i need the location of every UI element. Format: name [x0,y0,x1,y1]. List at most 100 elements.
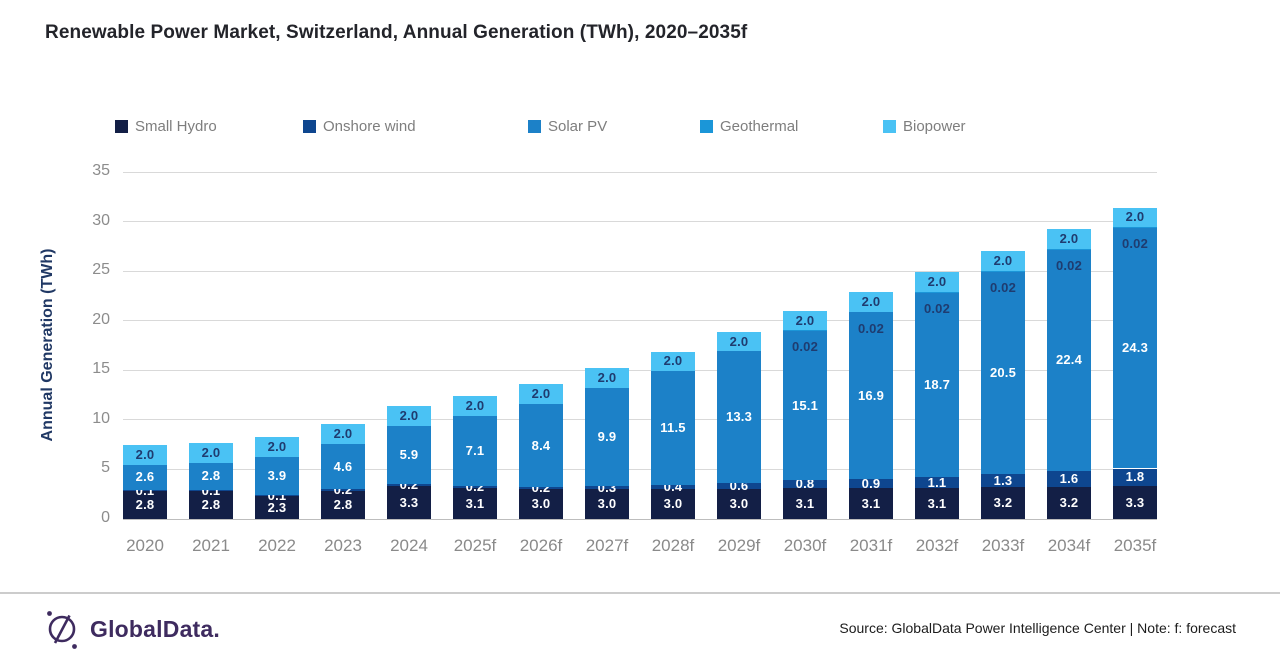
bar-segment-solar-pv [123,464,167,491]
bar-segment-small-hydro [1047,487,1091,519]
bar-segment-small-hydro [717,489,761,519]
bar-segment-biopower [915,272,959,292]
x-axis-label-2022: 2022 [258,536,296,555]
y-tick-label: 20 [92,310,110,328]
bar-segment-small-hydro [585,489,629,519]
bar-segment-small-hydro [783,488,827,519]
bar-segment-small-hydro [453,488,497,519]
bar-segment-solar-pv [981,271,1025,475]
footer-divider [0,592,1280,594]
bar-segment-small-hydro [255,496,299,519]
bar-segment-onshore-wind [1047,471,1091,488]
bar-segment-solar-pv [783,330,827,481]
legend-swatch-icon [528,119,541,133]
bar-segment-biopower [651,351,695,372]
bar-segment-biopower [1047,229,1091,250]
bar-segment-biopower [189,442,233,463]
bar-segment-solar-pv [255,456,299,496]
plot-area: 2.8 0.1 2.6 2.0 2.8 0.1 2.8 2.0 2.3 0.1 3.9 2.0 2.8 0… [123,171,1157,520]
y-tick-label: 10 [92,409,110,427]
source-note-text: Source: GlobalData Power Intelligence Ce… [839,620,1236,636]
bar-segment-solar-pv [189,462,233,491]
x-axis-label-2027f: 2027f [585,536,629,555]
bar-segment-onshore-wind [387,484,431,487]
globaldata-logo-text: GlobalData. [90,615,221,642]
bar-segment-small-hydro [651,489,695,519]
bar-segment-biopower [387,406,431,426]
bar-segment-small-hydro [519,489,563,519]
legend-label: Biopower [903,117,966,135]
x-axis-label-2030f: 2030f [783,536,827,555]
bar-2023: 2.8 0.2 4.6 2.0 [321,423,365,519]
bar-2022: 2.3 0.1 3.9 2.0 [255,436,299,519]
bar-segment-small-hydro [981,487,1025,519]
globaldata-logo-icon [47,611,77,649]
y-tick-label: 35 [92,162,110,179]
y-tick-label: 15 [92,360,110,378]
bar-segment-solar-pv [915,292,959,478]
x-axis-label-2029f: 2029f [717,536,761,555]
gridline [123,270,1157,272]
bar-2035f: 3.3 1.8 24.3 0.02 2.0 [1113,207,1157,519]
bar-segment-solar-pv [849,311,893,480]
bar-segment-biopower [585,368,629,389]
y-axis-title: Annual Generation (TWh) [39,248,56,442]
x-axis-label-2032f: 2032f [915,536,959,555]
y-tick-label: 0 [101,509,110,526]
bar-segment-small-hydro [849,488,893,519]
gridline [123,320,1157,322]
chart-title: Renewable Power Market, Switzerland, Ann… [45,22,748,43]
legend-item-biopower: Biopower [883,116,966,136]
bar-2026f: 3.0 0.2 8.4 2.0 [519,384,563,519]
x-axis-label-2023: 2023 [324,536,362,555]
bar-segment-solar-pv [585,388,629,487]
legend-item-geothermal: Geothermal [700,116,798,136]
y-tick-label: 25 [92,261,110,279]
bar-segment-small-hydro [123,491,167,519]
bar-segment-onshore-wind [123,490,167,492]
bar-segment-onshore-wind [585,486,629,490]
bar-2021: 2.8 0.1 2.8 2.0 [189,442,233,519]
chart-legend: Small Hydro Onshore wind Solar PV Geotherma… [0,116,1280,138]
bar-segment-solar-pv [651,371,695,486]
bar-segment-onshore-wind [651,485,695,490]
gridline [123,369,1157,371]
bar-segment-onshore-wind [783,480,827,489]
bar-segment-solar-pv [519,404,563,488]
bar-2024: 3.3 0.2 5.9 2.0 [387,406,431,519]
bar-2029f: 3.0 0.6 13.3 2.0 [717,331,761,519]
globaldata-logo: GlobalData. [43,608,220,650]
legend-swatch-icon [883,119,896,133]
legend-item-onshore-wind: Onshore wind [303,116,416,136]
x-axis-label-2024: 2024 [390,536,428,555]
x-axis-label-2031f: 2031f [849,536,893,555]
x-axis-labels: 2020 2021 2022 2023 2024 2025f 2026f 2027f 2028f… [123,536,1157,560]
bar-segment-onshore-wind [453,486,497,489]
x-axis-label-2033f: 2033f [981,536,1025,555]
bar-segment-onshore-wind [1113,468,1157,487]
bar-segment-small-hydro [321,491,365,519]
bar-segment-solar-pv [453,415,497,487]
bar-segment-onshore-wind [189,490,233,492]
bar-2028f: 3.0 0.4 11.5 2.0 [651,351,695,519]
bar-2020: 2.8 0.1 2.6 2.0 [123,444,167,519]
legend-label: Onshore wind [323,117,416,135]
bar-segment-biopower [255,436,299,457]
bar-segment-small-hydro [387,486,431,519]
legend-swatch-icon [700,119,713,133]
legend-swatch-icon [303,119,316,133]
bar-segment-biopower [849,291,893,312]
footer: GlobalData. Source: GlobalData Power Int… [0,594,1280,650]
bar-2030f: 3.1 0.8 15.1 0.02 2.0 [783,310,827,519]
bar-segment-small-hydro [189,491,233,519]
bar-segment-biopower [717,331,761,352]
bar-segment-small-hydro [915,488,959,519]
legend-item-solar-pv: Solar PV [528,116,607,136]
bar-segment-onshore-wind [255,495,299,497]
bar-segment-onshore-wind [321,489,365,492]
gridline [123,221,1157,223]
x-axis-label-2021: 2021 [192,536,230,555]
bar-segment-biopower [783,310,827,331]
bar-segment-biopower [981,251,1025,271]
